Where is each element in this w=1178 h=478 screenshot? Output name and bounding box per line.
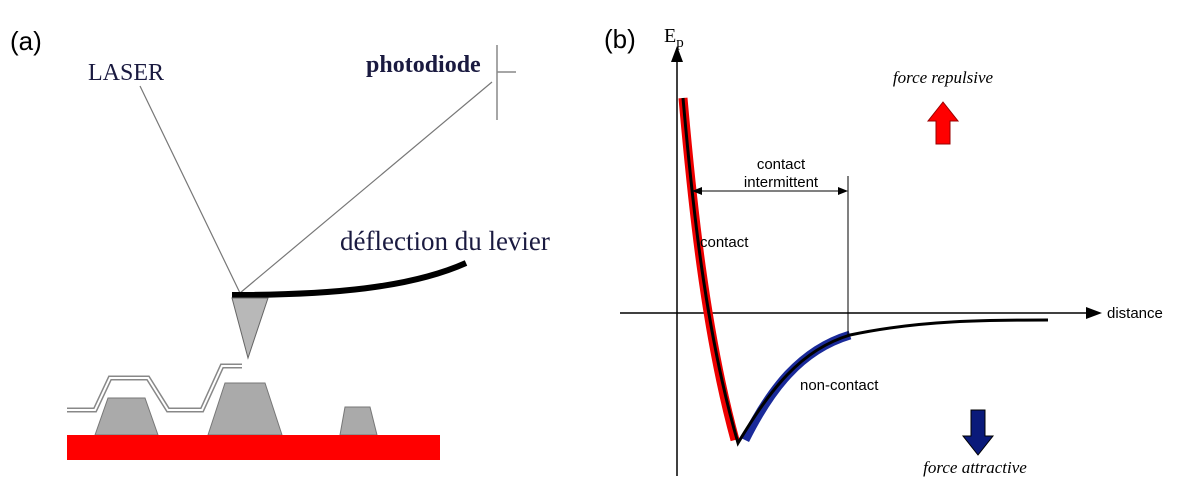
cantilever	[231, 260, 468, 298]
y-axis-label: Ep	[664, 25, 684, 51]
laser-beam	[139, 85, 241, 294]
attractive-label: force attractive	[923, 458, 1027, 477]
sample-feature	[94, 397, 159, 436]
non-contact-label: non-contact	[800, 377, 879, 394]
repulsive-label: force repulsive	[893, 68, 994, 87]
arrow-head	[838, 187, 848, 195]
panel-b: (b) Ep distance contact intermittent con…	[604, 24, 1163, 477]
sample-feature	[207, 382, 283, 436]
x-arrow	[1086, 307, 1102, 319]
photodiode-label: photodiode	[366, 52, 481, 78]
panel-a: (a) LASER photodiode déflection du levie…	[10, 26, 550, 460]
laser-label: LASER	[88, 60, 164, 86]
arrow-head	[692, 187, 702, 195]
deflection-label: déflection du levier	[340, 226, 550, 256]
intermittent-label: intermittent	[744, 174, 819, 191]
y-axis-main: E	[664, 25, 676, 47]
y-arrow	[671, 46, 683, 62]
panel-label: (b)	[604, 24, 636, 54]
intermittent-label: contact	[757, 156, 806, 173]
scan-profile-inner	[67, 365, 242, 411]
x-axis-label: distance	[1107, 305, 1163, 322]
tip	[231, 297, 269, 360]
y-axis-sub: p	[676, 35, 684, 51]
substrate	[67, 435, 440, 460]
contact-label: contact	[700, 234, 749, 251]
attractive-arrow	[961, 409, 995, 456]
repulsive-arrow	[926, 101, 960, 145]
contact-region	[678, 97, 740, 442]
panel-label: (a)	[10, 26, 42, 56]
reflected-beam	[239, 81, 493, 294]
sample-feature	[339, 406, 378, 436]
potential-curve	[681, 97, 1049, 447]
